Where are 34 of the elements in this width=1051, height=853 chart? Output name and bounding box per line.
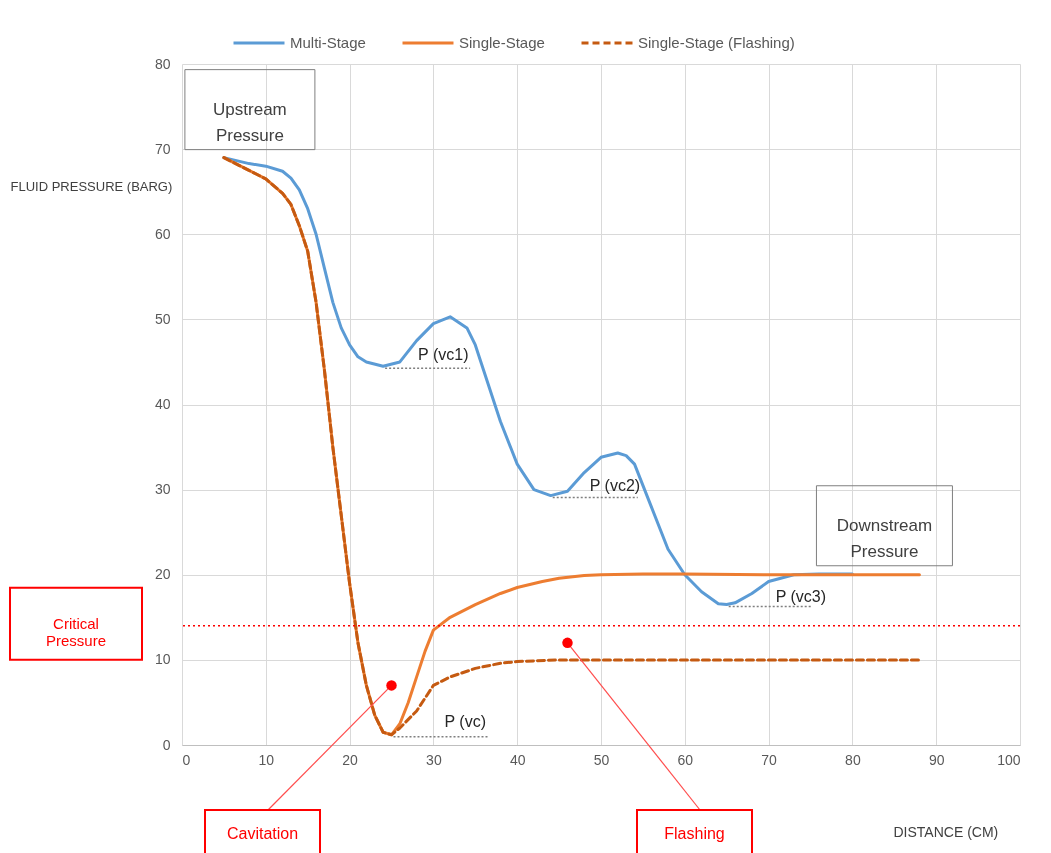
x-tick-label: 60 [677, 751, 694, 768]
x-tick-label: 80 [845, 751, 861, 768]
x-tick-label: 20 [342, 751, 359, 768]
y-tick-label: 70 [154, 140, 171, 157]
x-tick-label: 50 [593, 751, 610, 768]
x-tick-label: 100 [997, 751, 1021, 768]
x-tick-label: 0 [182, 751, 191, 768]
y-tick-label: 40 [154, 396, 171, 412]
y-tick-label: 30 [154, 481, 171, 498]
y-axis-title: FLUID PRESSURE (BARG) [10, 178, 173, 194]
x-tick-label: 40 [509, 751, 526, 768]
x-tick-label: 10 [258, 751, 275, 768]
annotation: Upstream Pressure [213, 99, 287, 145]
annotation: P (vc) [444, 712, 486, 730]
y-tick-label: 80 [154, 55, 171, 72]
x-tick-label: 30 [426, 751, 442, 768]
legend-label: Single-Stage [459, 34, 545, 51]
x-axis-title: DISTANCE (CM) [893, 823, 999, 840]
annotation: P (vc2) [589, 476, 641, 494]
annotation: Cavitation [226, 825, 299, 842]
y-tick-label: 50 [154, 310, 171, 327]
y-tick-label: 10 [154, 651, 171, 668]
legend-label: Single-Stage (Flashing) [638, 34, 795, 51]
x-tick-label: 90 [928, 751, 945, 768]
annotation: Downstream Pressure [836, 515, 933, 561]
annotation: P (vc1) [418, 346, 469, 364]
y-tick-label: 0 [162, 736, 171, 753]
ref-line-label: Critical Pressure [45, 614, 107, 649]
y-tick-label: 60 [154, 225, 171, 242]
annotation: P (vc3) [775, 587, 827, 605]
legend-label: Multi-Stage [290, 34, 366, 51]
annotation: Flashing [664, 825, 725, 842]
y-tick-label: 20 [154, 566, 171, 583]
x-tick-label: 70 [761, 751, 778, 768]
